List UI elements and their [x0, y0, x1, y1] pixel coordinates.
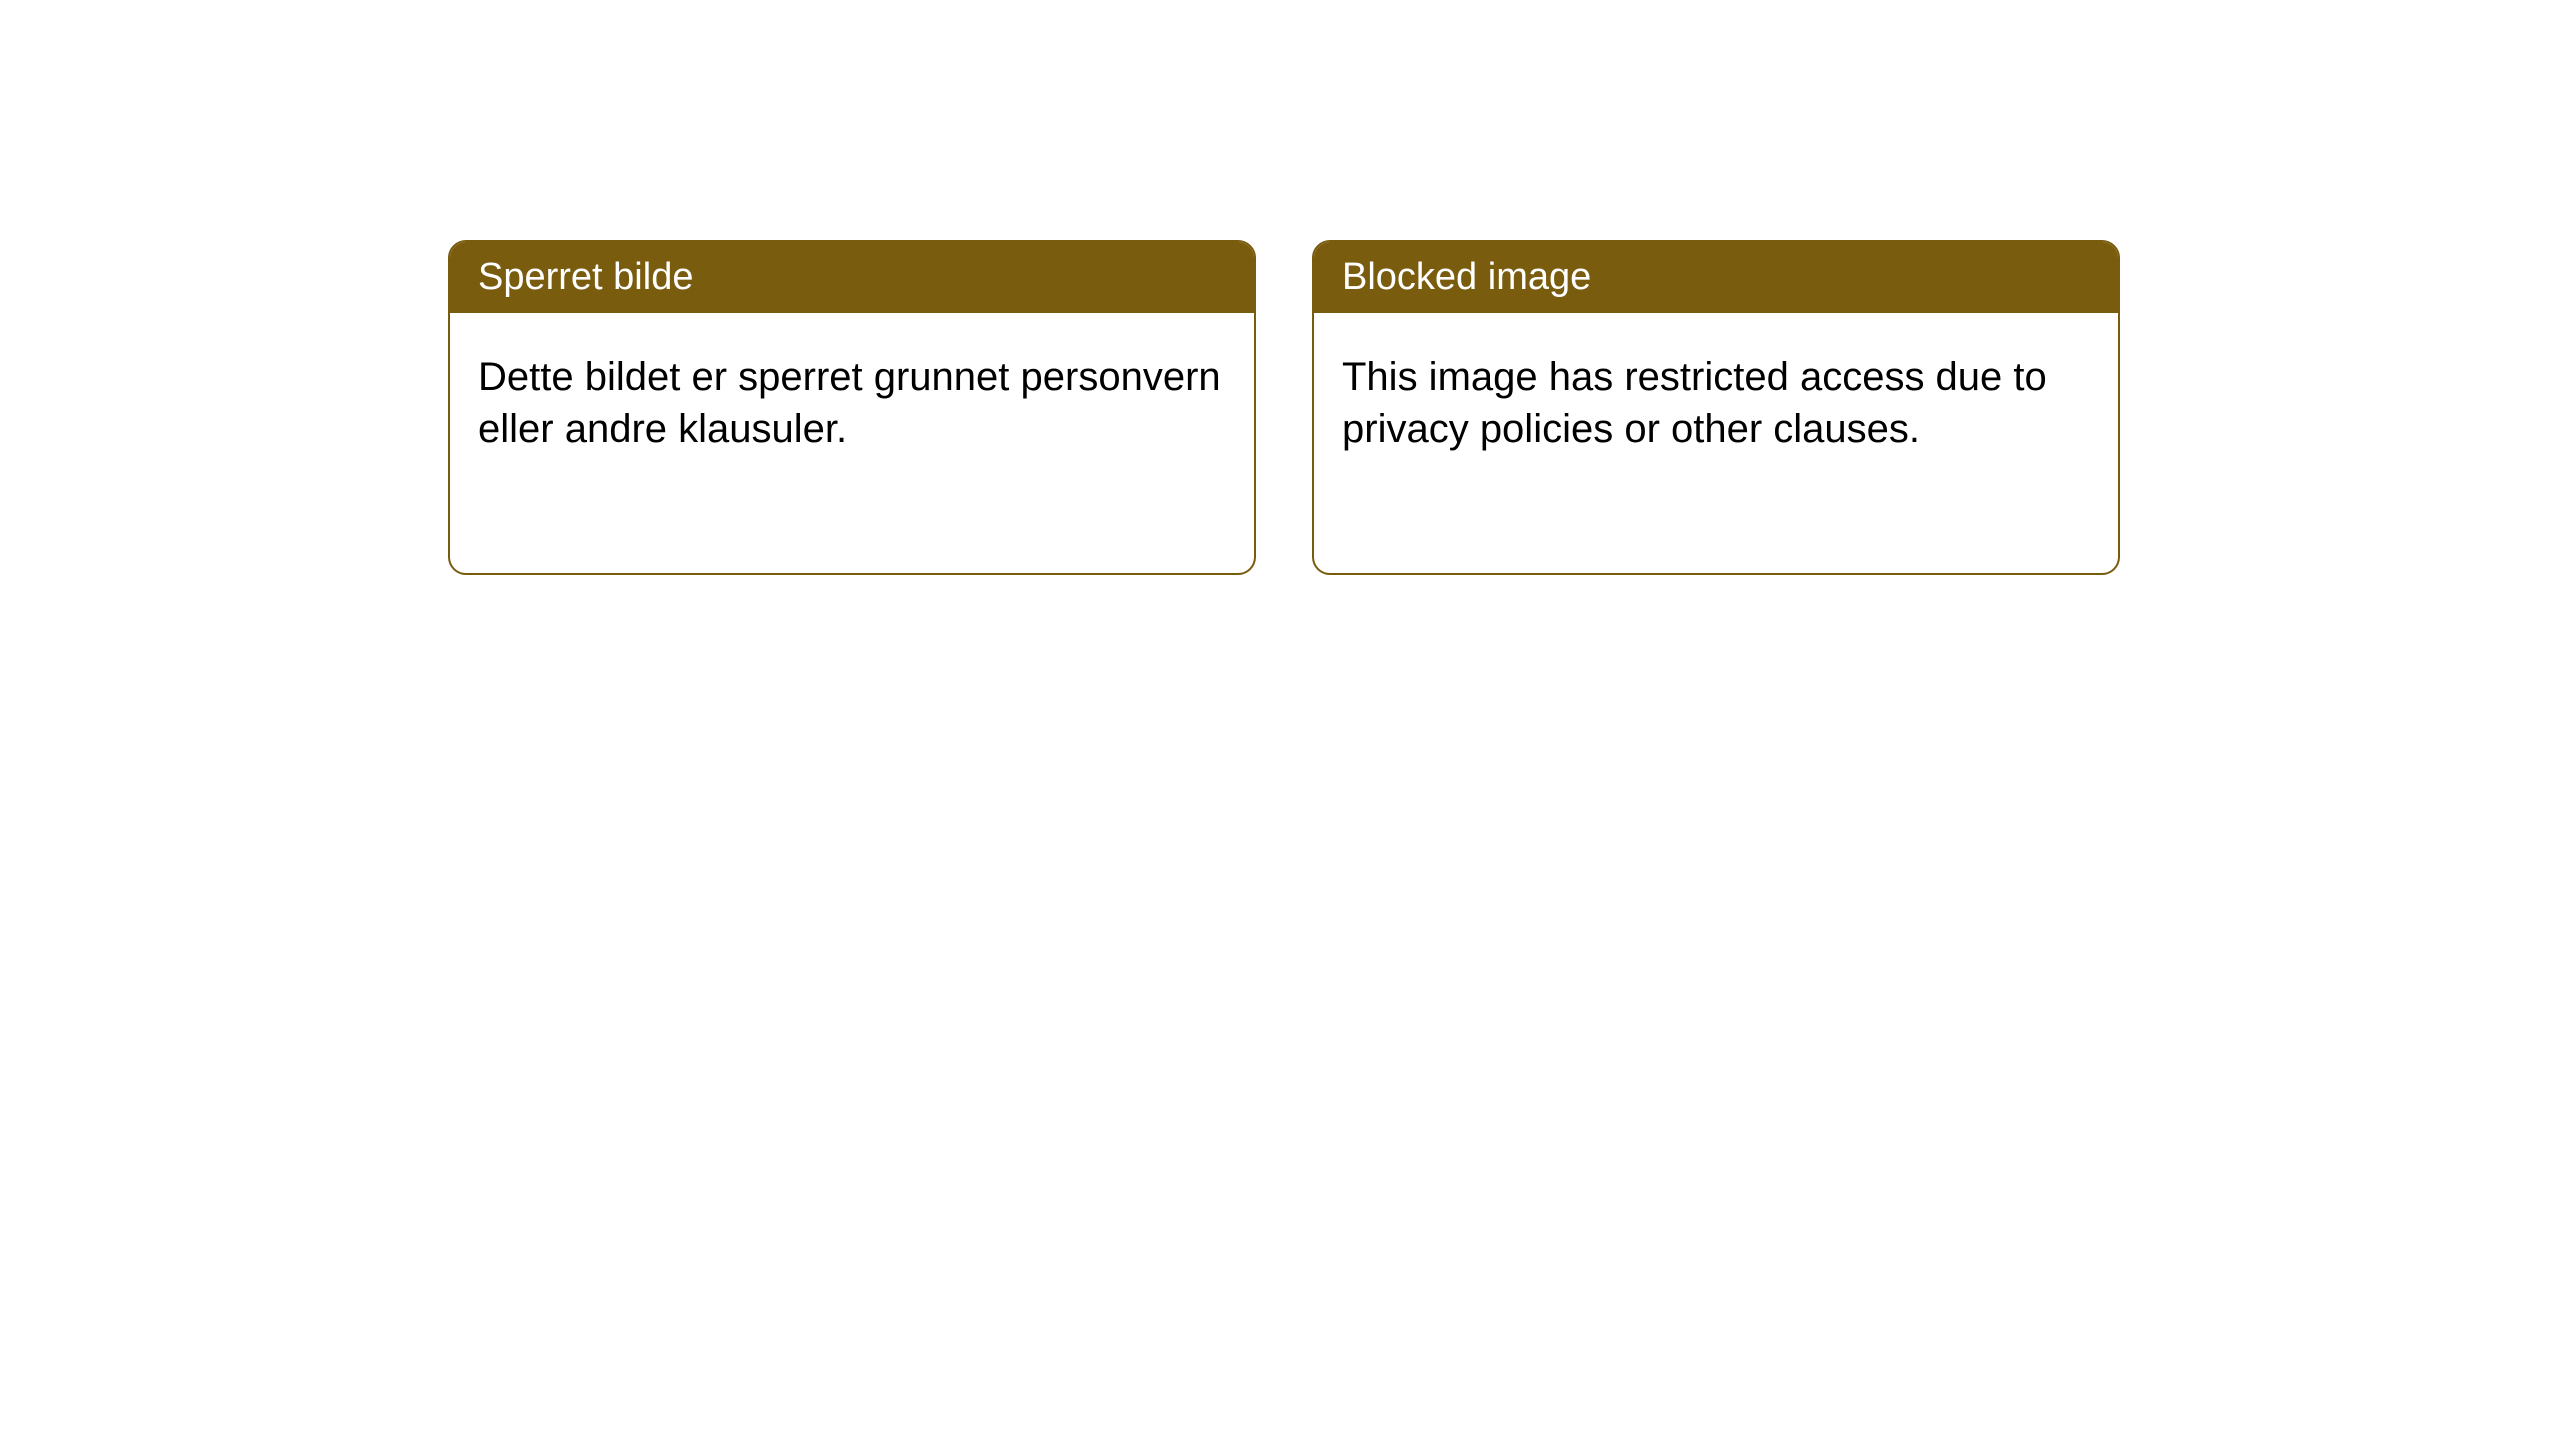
notice-body: This image has restricted access due to … — [1314, 313, 2118, 573]
notice-card-norwegian: Sperret bilde Dette bildet er sperret gr… — [448, 240, 1256, 575]
notice-container: Sperret bilde Dette bildet er sperret gr… — [448, 240, 2120, 575]
notice-card-english: Blocked image This image has restricted … — [1312, 240, 2120, 575]
notice-title: Blocked image — [1314, 242, 2118, 313]
notice-title: Sperret bilde — [450, 242, 1254, 313]
notice-body: Dette bildet er sperret grunnet personve… — [450, 313, 1254, 573]
